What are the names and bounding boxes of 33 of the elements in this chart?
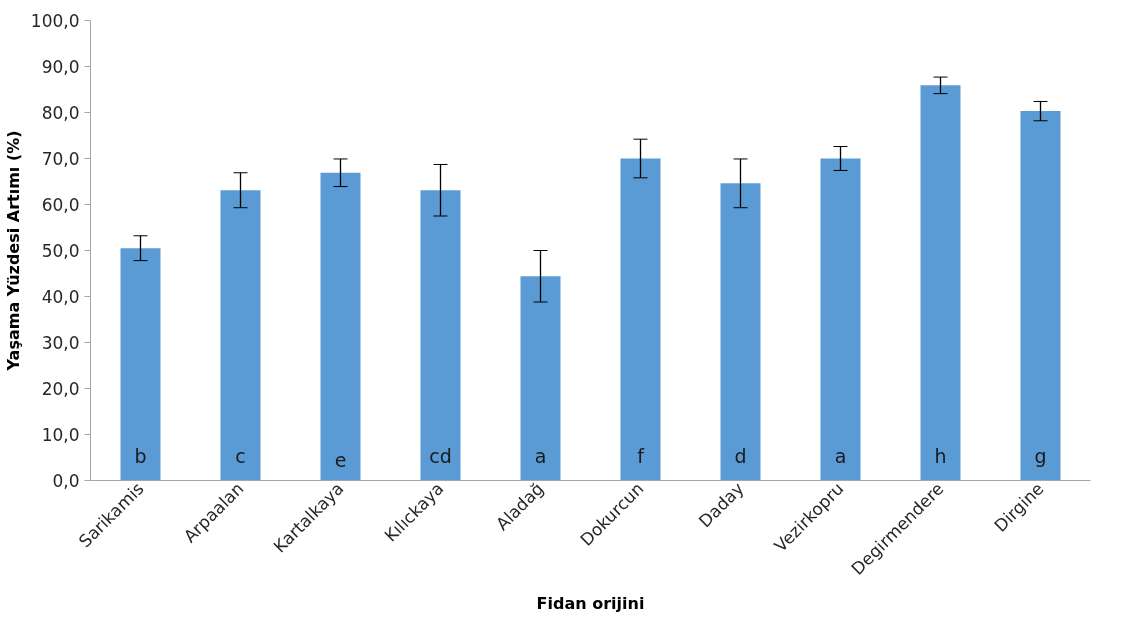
y-axis-title: Yaşama Yüzdesi Artımı (%) bbox=[3, 130, 23, 372]
bar bbox=[820, 158, 861, 481]
annotation: h bbox=[934, 444, 947, 467]
bar bbox=[920, 85, 961, 481]
y-tick-label: 10,0 bbox=[41, 425, 80, 445]
y-tick-label: 60,0 bbox=[41, 195, 80, 215]
annotation: a bbox=[834, 444, 847, 467]
annotation: cd bbox=[429, 444, 452, 467]
bar bbox=[220, 190, 261, 481]
y-tick-label: 30,0 bbox=[41, 333, 80, 353]
bar bbox=[1020, 111, 1061, 481]
y-tick-label: 0,0 bbox=[52, 471, 80, 491]
annotation: f bbox=[637, 444, 646, 467]
y-tick-label: 70,0 bbox=[41, 149, 80, 169]
y-tick-label: 90,0 bbox=[41, 57, 80, 77]
y-tick-label: 50,0 bbox=[41, 241, 80, 261]
y-tick-label: 40,0 bbox=[41, 287, 80, 307]
bar bbox=[720, 183, 761, 481]
annotation: a bbox=[534, 444, 547, 467]
bar bbox=[320, 172, 361, 481]
bar bbox=[420, 190, 461, 481]
bar bbox=[120, 248, 161, 481]
annotation: g bbox=[1034, 444, 1047, 467]
annotation: c bbox=[235, 444, 246, 467]
annotation: b bbox=[134, 444, 147, 467]
y-tick-label: 80,0 bbox=[41, 103, 80, 123]
y-tick-label: 20,0 bbox=[41, 379, 80, 399]
x-axis-title: Fidan orijini bbox=[536, 593, 645, 613]
bar bbox=[520, 276, 561, 481]
bar bbox=[620, 158, 661, 481]
annotation: d bbox=[734, 444, 747, 467]
y-tick-label: 100,0 bbox=[30, 11, 80, 31]
annotation: e bbox=[334, 448, 347, 471]
